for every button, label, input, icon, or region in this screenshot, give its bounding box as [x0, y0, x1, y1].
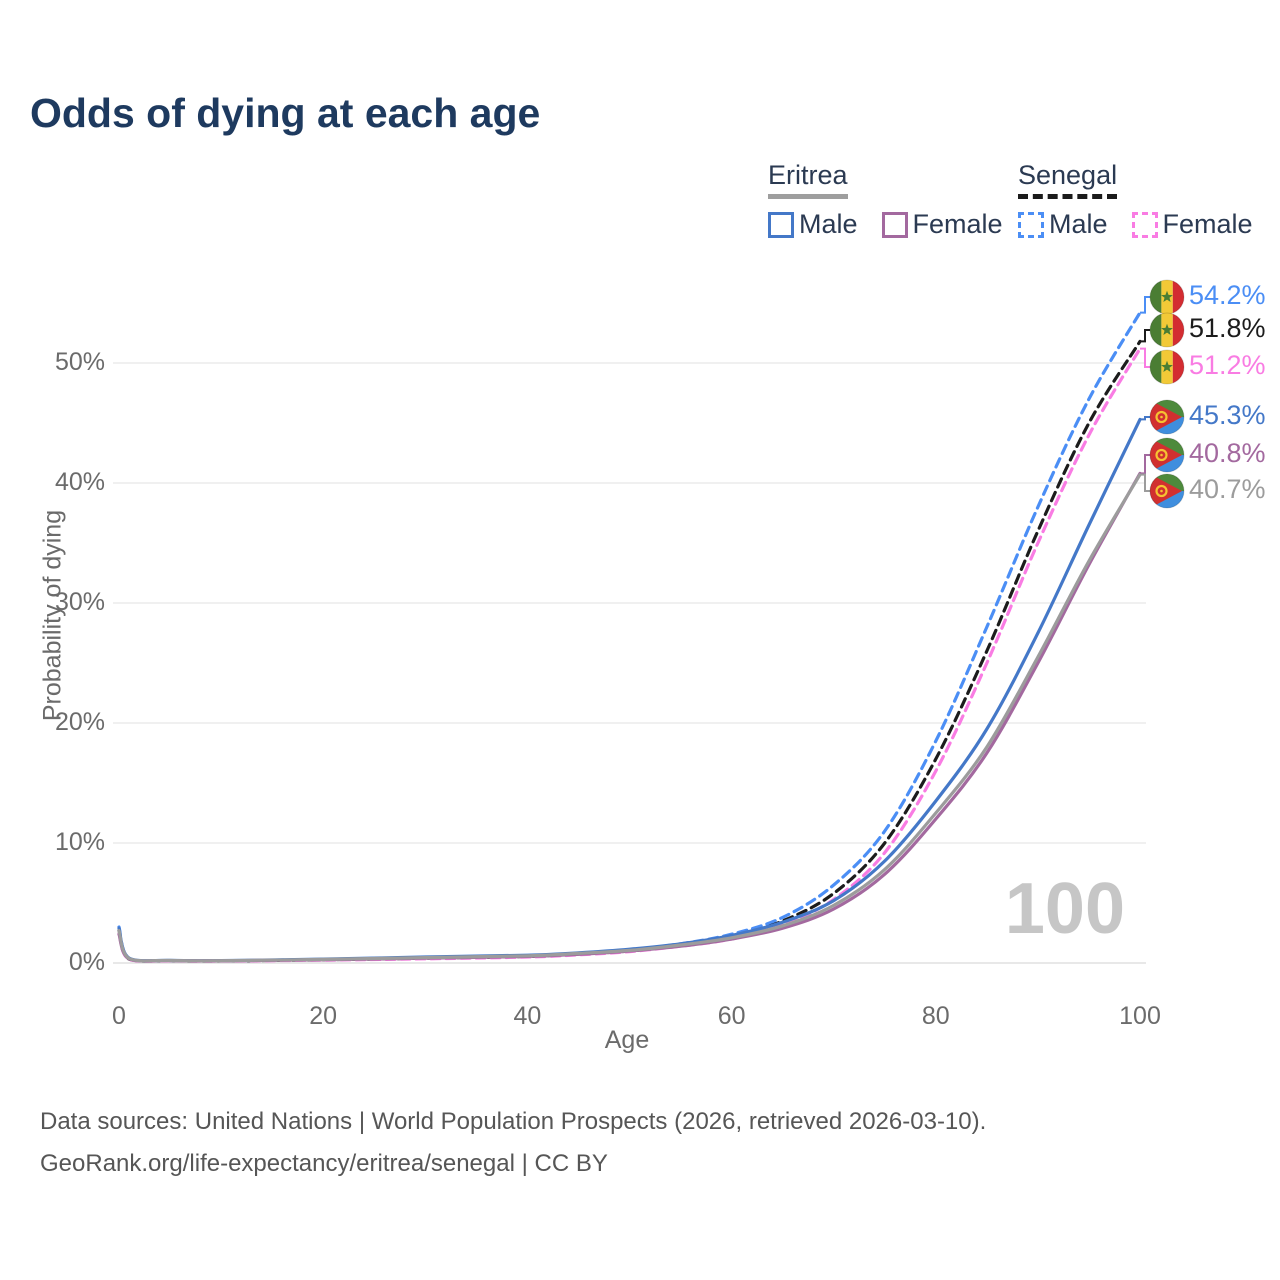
- end-connector-eritrea-male: [1140, 416, 1150, 421]
- y-tick-label-30%: 30%: [54, 588, 105, 616]
- x-tick-label-40: 40: [513, 1002, 542, 1030]
- legend-label-senegal-male[interactable]: Male: [1049, 209, 1108, 239]
- legend-title-eritrea[interactable]: Eritrea: [768, 160, 848, 199]
- legend-title-senegal[interactable]: Senegal: [1018, 160, 1118, 199]
- x-tick-label-60: 60: [717, 1002, 746, 1030]
- x-tick-label-80: 80: [921, 1002, 950, 1030]
- x-axis-title: Age: [604, 1026, 650, 1054]
- y-tick-label-10%: 10%: [54, 828, 105, 856]
- end-label-senegal-female: 51.2%: [1189, 350, 1266, 380]
- y-tick-label-20%: 20%: [54, 708, 105, 736]
- end-label-eritrea-both-sexes: 40.7%: [1189, 474, 1266, 504]
- footer-source-line: Data sources: United Nations | World Pop…: [40, 1108, 987, 1135]
- x-tick-label-100: 100: [1119, 1002, 1161, 1030]
- legend-swatch-senegal-female[interactable]: [1131, 211, 1158, 238]
- end-connector-senegal-male: [1140, 296, 1150, 314]
- flag-icon-senegal: [1149, 312, 1185, 348]
- end-connector-senegal-female: [1140, 347, 1150, 368]
- page-title: Odds of dying at each age: [30, 90, 541, 136]
- age-watermark: 100: [1004, 869, 1125, 949]
- legend-swatch-eritrea-male[interactable]: [768, 211, 794, 238]
- flag-icon-senegal: [1149, 349, 1185, 385]
- end-connector-eritrea-female: [1140, 454, 1150, 475]
- end-label-eritrea-female: 40.8%: [1189, 438, 1266, 468]
- flag-icon-eritrea: [1149, 473, 1185, 509]
- footer-url-line: GeoRank.org/life-expectancy/eritrea/sene…: [40, 1150, 608, 1177]
- end-label-eritrea-male: 45.3%: [1189, 400, 1266, 430]
- end-label-senegal-male: 54.2%: [1189, 280, 1266, 310]
- y-tick-label-0%: 0%: [68, 948, 105, 976]
- legend-group-eritrea: Eritrea Male Female: [768, 160, 1027, 240]
- series-line-eritrea-both-sexes[interactable]: [117, 473, 1142, 963]
- series-line-senegal-male[interactable]: [117, 311, 1142, 963]
- flag-icon-eritrea: [1149, 437, 1185, 473]
- end-connector-senegal-both-sexes: [1140, 329, 1150, 343]
- legend-label-senegal-female[interactable]: Female: [1162, 209, 1253, 239]
- y-tick-label-50%: 50%: [54, 348, 105, 376]
- legend-swatch-eritrea-female[interactable]: [881, 211, 908, 238]
- series-line-senegal-female[interactable]: [117, 347, 1142, 963]
- end-label-senegal-both-sexes: 51.8%: [1189, 313, 1266, 343]
- legend-group-senegal: Senegal Male Female: [1018, 160, 1277, 240]
- x-tick-label-0: 0: [112, 1002, 126, 1030]
- y-tick-label-40%: 40%: [54, 468, 105, 496]
- legend-label-eritrea-male[interactable]: Male: [799, 209, 858, 239]
- flag-icon-senegal: [1149, 279, 1185, 315]
- flag-icon-eritrea: [1149, 399, 1185, 435]
- legend-label-eritrea-female[interactable]: Female: [912, 209, 1003, 239]
- legend-swatch-senegal-male[interactable]: [1018, 211, 1044, 238]
- end-connector-eritrea-both-sexes: [1140, 473, 1150, 492]
- x-tick-label-20: 20: [309, 1002, 338, 1030]
- series-line-senegal-both-sexes[interactable]: [117, 339, 1142, 963]
